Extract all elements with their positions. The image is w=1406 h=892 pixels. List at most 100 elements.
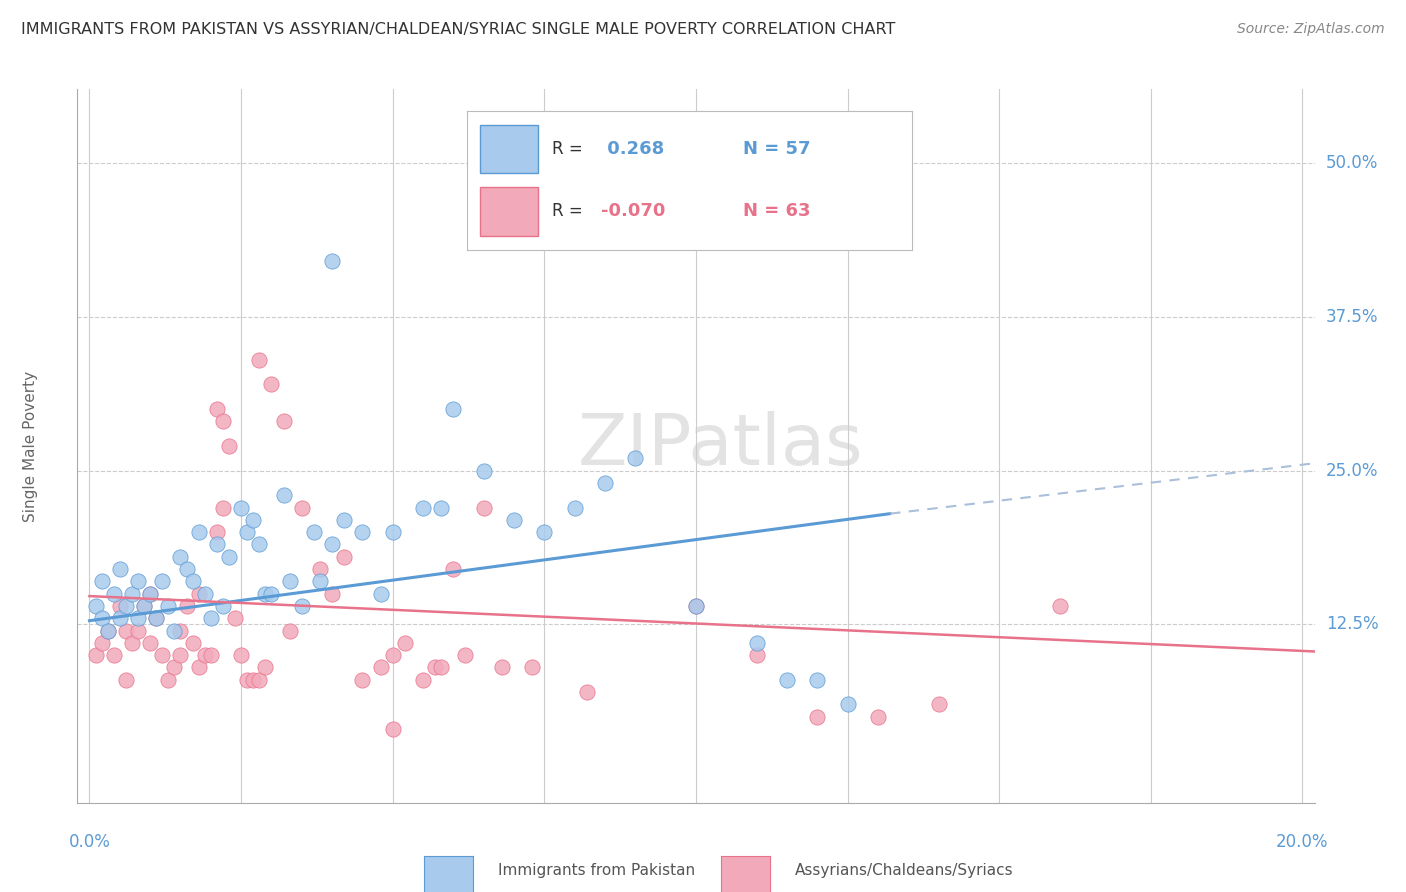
Point	[205, 402, 228, 417]
Point	[412, 673, 434, 687]
Point	[291, 599, 314, 613]
Point	[247, 537, 270, 551]
Point	[309, 574, 332, 589]
Point	[333, 513, 356, 527]
Point	[254, 660, 277, 674]
Point	[472, 464, 495, 478]
Point	[176, 599, 198, 613]
Point	[291, 500, 314, 515]
Point	[181, 574, 204, 589]
Point	[224, 611, 246, 625]
Point	[806, 709, 828, 723]
Point	[205, 537, 228, 551]
Point	[132, 599, 155, 613]
Point	[575, 685, 598, 699]
Point	[806, 673, 828, 687]
Point	[139, 587, 162, 601]
Point	[121, 636, 143, 650]
Point	[381, 525, 404, 540]
Point	[157, 599, 180, 613]
Point	[260, 377, 283, 392]
Point	[150, 574, 173, 589]
Point	[150, 648, 173, 662]
Point	[132, 599, 155, 613]
Point	[108, 611, 131, 625]
Text: 0.0%: 0.0%	[69, 833, 111, 851]
Point	[430, 500, 453, 515]
Point	[1049, 599, 1071, 613]
Point	[254, 587, 277, 601]
Point	[242, 513, 264, 527]
Point	[247, 673, 270, 687]
Point	[163, 660, 186, 674]
Point	[218, 549, 240, 564]
Point	[381, 648, 404, 662]
Point	[278, 574, 301, 589]
Point	[247, 352, 270, 367]
Point	[169, 624, 191, 638]
Text: 50.0%: 50.0%	[1326, 154, 1378, 172]
Point	[127, 574, 149, 589]
Point	[425, 660, 447, 674]
Point	[145, 611, 167, 625]
Point	[564, 500, 586, 515]
Point	[194, 648, 217, 662]
Point	[97, 624, 120, 638]
Point	[533, 525, 555, 540]
Point	[593, 475, 616, 490]
Point	[321, 254, 343, 268]
Point	[370, 660, 392, 674]
Point	[181, 636, 204, 650]
Point	[302, 525, 325, 540]
Point	[412, 500, 434, 515]
Point	[685, 599, 707, 613]
Text: 25.0%: 25.0%	[1326, 461, 1378, 480]
Point	[145, 611, 167, 625]
Text: 37.5%: 37.5%	[1326, 308, 1378, 326]
Point	[97, 624, 120, 638]
Text: Immigrants from Pakistan: Immigrants from Pakistan	[498, 863, 695, 878]
Point	[472, 500, 495, 515]
Point	[84, 599, 107, 613]
Point	[866, 709, 889, 723]
Point	[187, 587, 209, 601]
Point	[685, 599, 707, 613]
Text: Assyrians/Chaldeans/Syriacs: Assyrians/Chaldeans/Syriacs	[794, 863, 1014, 878]
Point	[84, 648, 107, 662]
Point	[127, 611, 149, 625]
Point	[212, 599, 235, 613]
Point	[115, 624, 138, 638]
Point	[218, 439, 240, 453]
Point	[776, 673, 799, 687]
Point	[321, 587, 343, 601]
Point	[370, 587, 392, 601]
Point	[928, 698, 950, 712]
Point	[441, 562, 464, 576]
Point	[127, 624, 149, 638]
Point	[194, 587, 217, 601]
Point	[745, 636, 768, 650]
Point	[163, 624, 186, 638]
Point	[236, 525, 259, 540]
Point	[157, 673, 180, 687]
Point	[278, 624, 301, 638]
Point	[139, 636, 162, 650]
Point	[273, 488, 295, 502]
Point	[108, 599, 131, 613]
Point	[169, 648, 191, 662]
Text: IMMIGRANTS FROM PAKISTAN VS ASSYRIAN/CHALDEAN/SYRIAC SINGLE MALE POVERTY CORRELA: IMMIGRANTS FROM PAKISTAN VS ASSYRIAN/CHA…	[21, 22, 896, 37]
Point	[103, 587, 125, 601]
Point	[236, 673, 259, 687]
Point	[169, 549, 191, 564]
Point	[212, 500, 235, 515]
Point	[229, 648, 252, 662]
Point	[90, 574, 112, 589]
Point	[121, 587, 143, 601]
Point	[352, 673, 374, 687]
Point	[90, 611, 112, 625]
Point	[115, 673, 138, 687]
Text: ZIPatlas: ZIPatlas	[578, 411, 863, 481]
Point	[139, 587, 162, 601]
Point	[522, 660, 544, 674]
Point	[352, 525, 374, 540]
